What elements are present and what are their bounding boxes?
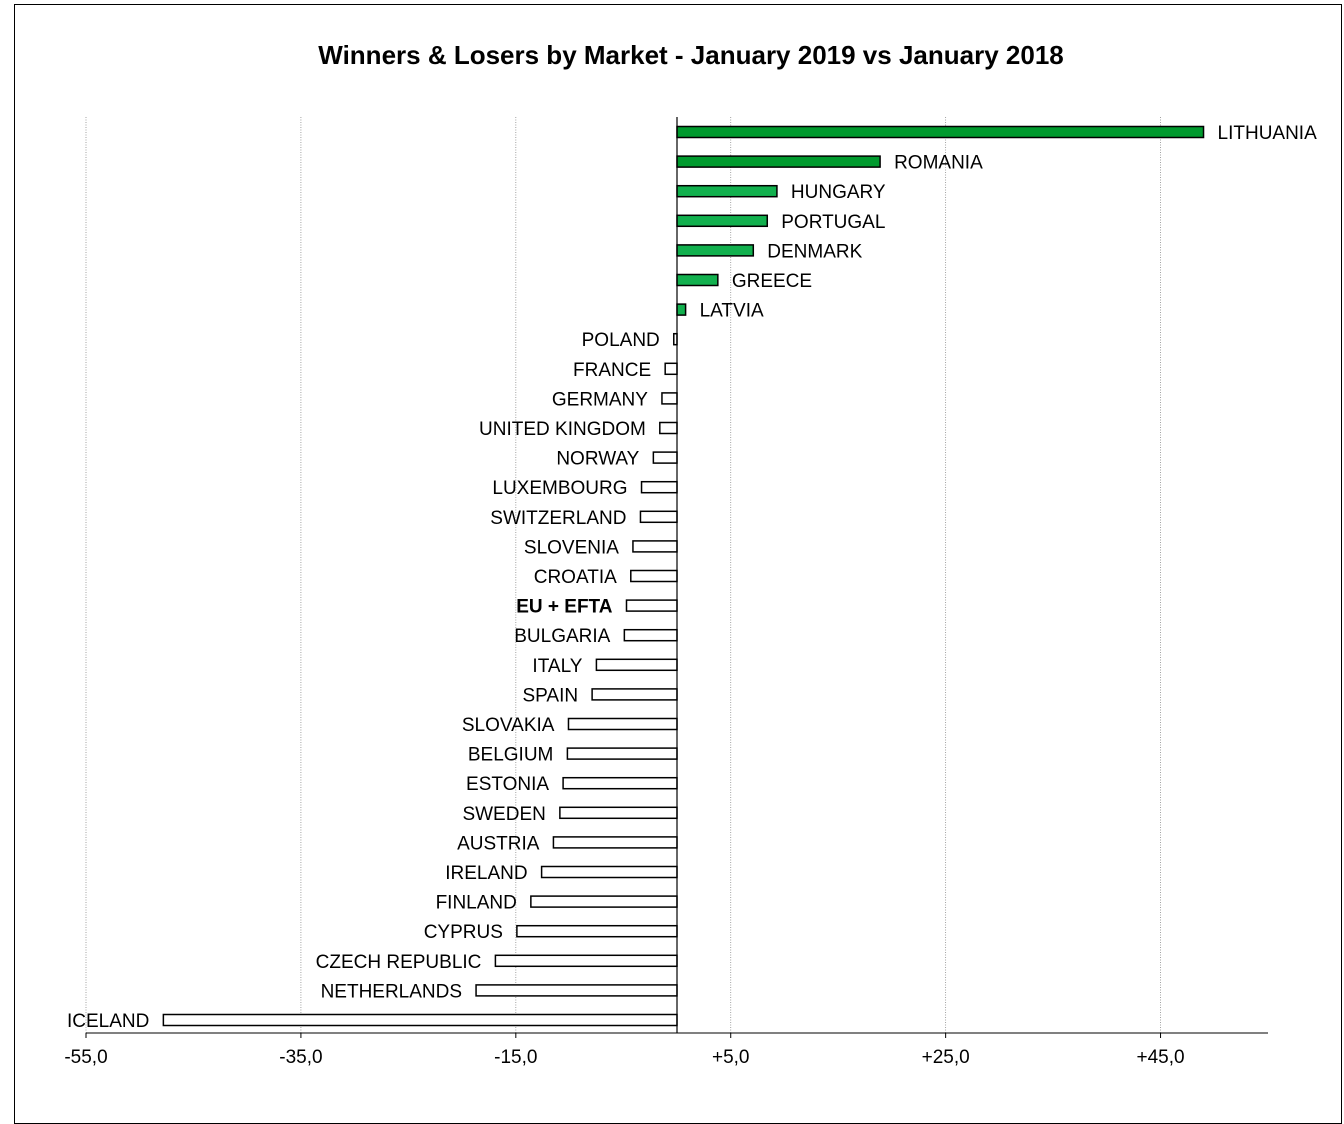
category-label: BELGIUM: [468, 745, 554, 766]
bar: [530, 895, 678, 908]
category-label: SWITZERLAND: [490, 508, 626, 529]
category-label: SPAIN: [523, 685, 579, 706]
category-label: SLOVAKIA: [462, 715, 555, 736]
category-label: UNITED KINGDOM: [479, 419, 646, 440]
category-label: EU + EFTA: [516, 597, 613, 618]
category-label: FRANCE: [573, 360, 651, 381]
bar: [591, 688, 678, 701]
category-label: GERMANY: [552, 389, 648, 410]
bar: [162, 1013, 678, 1027]
bar: [632, 540, 678, 553]
category-label: HUNGARY: [791, 182, 886, 203]
category-label: LUXEMBOURG: [492, 478, 627, 499]
bar: [559, 806, 678, 820]
bar: [676, 303, 687, 316]
bar: [640, 480, 678, 494]
bar: [552, 836, 678, 849]
category-label: ICELAND: [67, 1011, 149, 1032]
x-tick-label: -35,0: [279, 1047, 322, 1068]
category-label: NORWAY: [556, 449, 639, 470]
bar: [540, 865, 678, 879]
category-label: DENMARK: [767, 241, 862, 262]
bar: [676, 155, 881, 168]
bar: [625, 599, 678, 612]
x-tick-label: -15,0: [494, 1047, 537, 1068]
bar: [652, 451, 678, 464]
category-label: CROATIA: [534, 567, 617, 588]
x-tick-label: +25,0: [922, 1047, 970, 1068]
bar: [475, 984, 678, 997]
x-tick-label: +5,0: [712, 1047, 750, 1068]
x-tick-label: +45,0: [1137, 1047, 1185, 1068]
bar: [661, 392, 678, 405]
bar: [676, 184, 778, 198]
bar: [676, 244, 755, 257]
bar: [623, 628, 678, 642]
bar: [562, 776, 678, 790]
category-label: LATVIA: [700, 301, 764, 322]
x-tick-label: -55,0: [64, 1047, 107, 1068]
bar: [676, 273, 719, 287]
category-label: CZECH REPUBLIC: [316, 952, 482, 973]
bar: [494, 954, 678, 968]
bar: [659, 421, 678, 435]
category-label: BULGARIA: [514, 626, 610, 647]
bar: [566, 747, 678, 760]
bar: [567, 717, 678, 731]
category-label: SLOVENIA: [524, 537, 619, 558]
bar: [639, 510, 678, 524]
category-label: IRELAND: [445, 863, 527, 884]
category-label: FINLAND: [436, 893, 517, 914]
category-label: GREECE: [732, 271, 812, 292]
bar: [664, 362, 678, 376]
bar: [676, 214, 769, 228]
category-label: ITALY: [532, 656, 582, 677]
chart-title: Winners & Losers by Market - January 201…: [318, 40, 1064, 70]
category-label: ESTONIA: [466, 774, 549, 795]
bar: [595, 658, 678, 672]
bar: [516, 924, 678, 938]
category-label: ROMANIA: [894, 153, 983, 174]
bar: [676, 125, 1205, 139]
category-label: NETHERLANDS: [321, 981, 462, 1002]
category-label: CYPRUS: [424, 922, 503, 943]
category-label: PORTUGAL: [781, 212, 885, 233]
category-label: LITHUANIA: [1218, 123, 1318, 144]
category-label: AUSTRIA: [457, 833, 540, 854]
bar: [630, 569, 678, 583]
category-label: POLAND: [582, 330, 660, 351]
category-label: SWEDEN: [462, 804, 545, 825]
